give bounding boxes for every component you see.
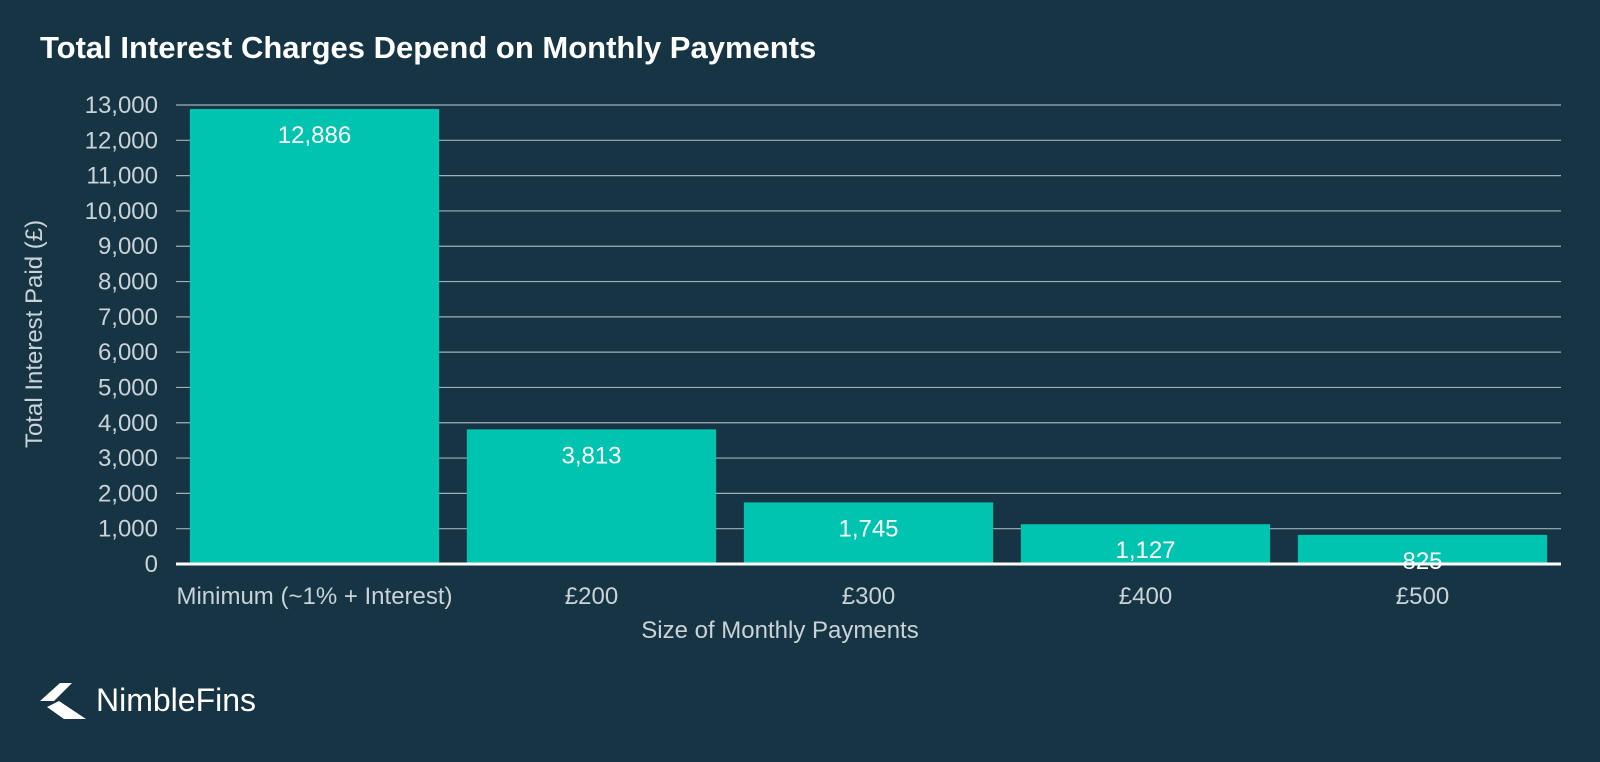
y-tick-label: 7,000 (98, 304, 158, 331)
brand-logo: NimbleFins (40, 682, 256, 719)
x-tick-label: £400 (1119, 583, 1172, 610)
bars: 12,886 3,813 1,745 1,127 825 (189, 109, 1548, 575)
data-label: 3,813 (561, 442, 621, 469)
bar (466, 429, 717, 564)
x-tick-label: £300 (842, 583, 895, 610)
y-axis-title: Total Interest Paid (£) (21, 220, 48, 448)
y-tick-label: 3,000 (98, 445, 158, 472)
y-tick-label: 13,000 (85, 92, 158, 119)
x-tick-label: £200 (565, 583, 618, 610)
y-tick-label: 12,000 (85, 127, 158, 154)
x-tick-label: Minimum (~1% + Interest) (176, 583, 452, 610)
y-tick-label: 0 (145, 551, 158, 578)
y-tick-label: 8,000 (98, 269, 158, 296)
y-tick-label: 11,000 (86, 163, 158, 190)
data-label: 1,745 (838, 515, 898, 542)
y-tick-label: 4,000 (98, 410, 158, 437)
x-axis-title: Size of Monthly Payments (641, 617, 918, 644)
bar (1297, 534, 1548, 564)
y-tick-label: 1,000 (98, 516, 158, 543)
data-label: 1,127 (1115, 537, 1175, 564)
nimblefins-logo-icon (40, 682, 86, 719)
y-tick-label: 5,000 (98, 374, 158, 401)
y-tick-label: 9,000 (98, 233, 158, 260)
data-label: 12,886 (278, 122, 351, 149)
y-tick-label: 6,000 (98, 339, 158, 366)
y-tick-label: 2,000 (98, 480, 158, 507)
data-label: 825 (1402, 548, 1442, 575)
brand-name: NimbleFins (96, 682, 257, 718)
x-axis-ticks: Minimum (~1% + Interest) £200 £300 £400 £500 (176, 583, 1449, 610)
y-tick-label: 10,000 (85, 198, 158, 225)
y-axis-ticks: 0 1,000 2,000 3,000 4,000 5,000 6,000 7,000 8,00… (85, 92, 158, 578)
bar (1020, 524, 1271, 564)
bar (189, 109, 440, 564)
chart-title: Total Interest Charges Depend on Monthly… (40, 30, 817, 65)
x-tick-label: £500 (1396, 583, 1449, 610)
bar (743, 502, 994, 564)
